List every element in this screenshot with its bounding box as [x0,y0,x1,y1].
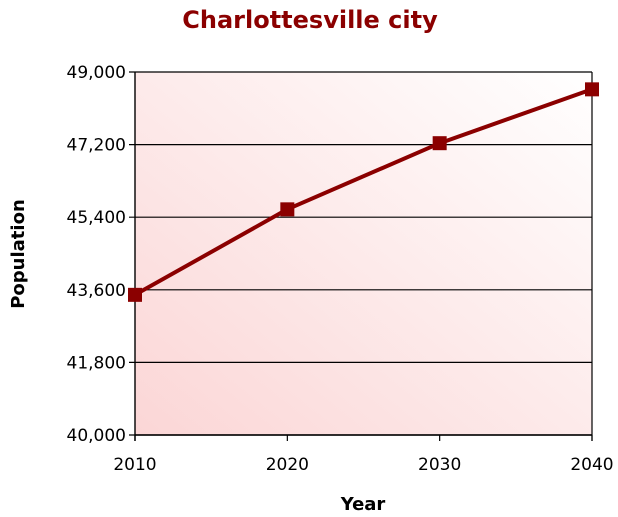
x-axis-label: Year [340,494,386,515]
y-tick-label: 43,600 [67,281,126,301]
y-tick-label: 47,200 [67,136,126,156]
y-tick-label: 49,000 [67,63,126,83]
y-tick-labels: 40,000 41,800 43,600 45,400 47,200 49,000 [67,63,126,446]
x-tick-label: 2040 [570,455,613,475]
x-tick-label: 2020 [266,455,309,475]
x-tick-labels: 2010 2020 2030 2040 [113,435,614,475]
y-tick-label: 41,800 [67,353,126,373]
x-tick-label: 2030 [418,455,461,475]
plot-area [135,72,592,435]
y-tick-label: 40,000 [67,426,126,446]
data-point-marker [280,202,295,217]
data-point-marker [585,82,599,97]
y-axis-label: Population [8,199,29,309]
chart-title: Charlottesville city [182,6,438,34]
series-line [134,87,593,297]
data-point-marker [432,136,447,151]
data-point-marker [128,287,142,302]
x-tick-label: 2010 [113,455,156,475]
axes [134,72,593,441]
series-population [128,82,599,302]
y-tick-label: 45,400 [67,208,126,228]
